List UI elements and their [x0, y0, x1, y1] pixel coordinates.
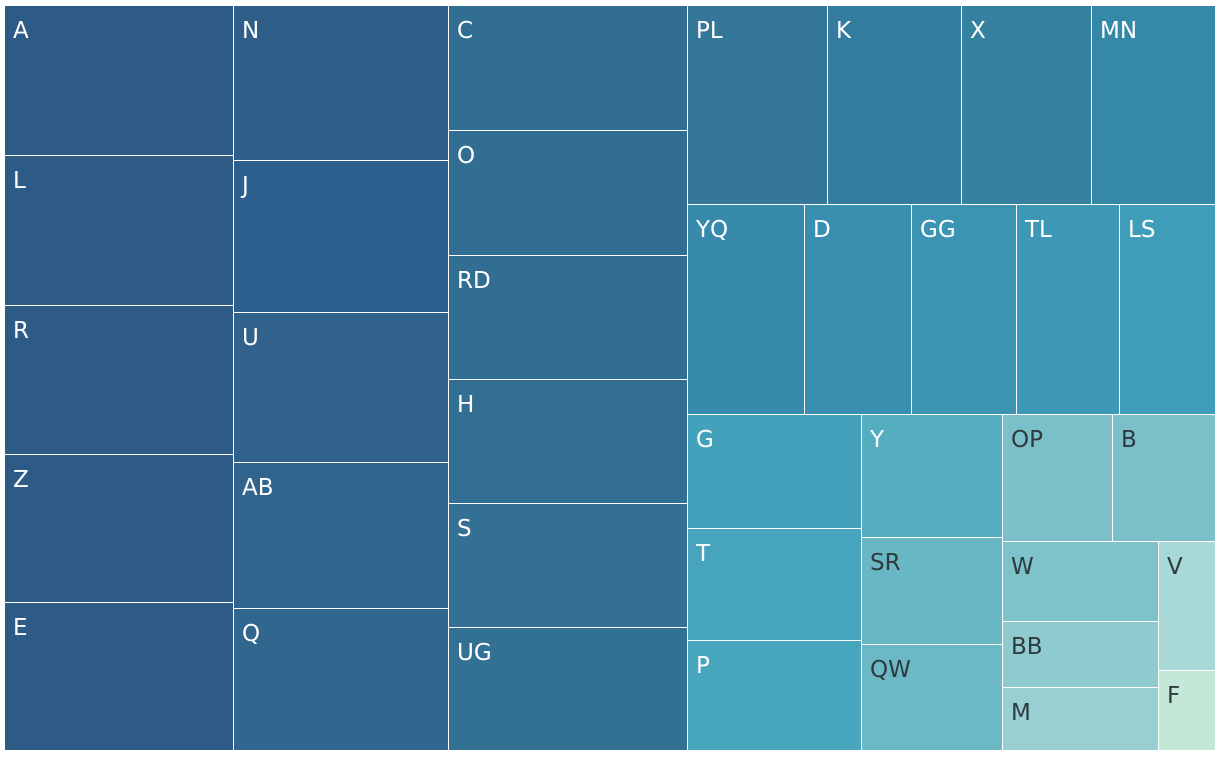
treemap-tile-s[interactable]: S [449, 504, 688, 628]
treemap-tile-q[interactable]: Q [234, 609, 449, 751]
treemap-tile-label: L [13, 168, 26, 194]
treemap-tile-label: YQ [696, 217, 729, 243]
treemap-tile-label: M [1011, 700, 1031, 726]
treemap-tile-label: W [1011, 554, 1034, 580]
treemap-tile-label: BB [1011, 634, 1043, 660]
treemap-tile-label: MN [1100, 18, 1138, 44]
treemap-tile-d[interactable]: D [805, 205, 912, 415]
treemap-tile-w[interactable]: W [1003, 542, 1159, 622]
treemap-tile-label: D [813, 217, 831, 243]
treemap-tile-label: QW [870, 657, 911, 683]
treemap-tile-label: J [242, 173, 249, 199]
treemap-tile-p[interactable]: P [688, 641, 862, 751]
treemap-tile-yq[interactable]: YQ [688, 205, 805, 415]
treemap-tile-pl[interactable]: PL [688, 6, 828, 205]
treemap-tile-label: N [242, 18, 260, 44]
treemap-tile-bb[interactable]: BB [1003, 622, 1159, 688]
treemap-tile-label: Y [870, 427, 885, 453]
treemap-tile-f[interactable]: F [1159, 671, 1216, 751]
treemap-tile-label: E [13, 615, 28, 641]
treemap-tile-label: AB [242, 475, 274, 501]
treemap-tile-label: B [1121, 427, 1137, 453]
treemap-tile-ab[interactable]: AB [234, 463, 449, 609]
treemap-tile-label: G [696, 427, 714, 453]
treemap-tile-label: V [1167, 554, 1183, 580]
treemap-tile-op[interactable]: OP [1003, 415, 1113, 542]
treemap-tile-label: UG [457, 640, 492, 666]
treemap-tile-o[interactable]: O [449, 131, 688, 256]
treemap-tile-label: P [696, 653, 710, 679]
treemap-tile-label: OP [1011, 427, 1043, 453]
treemap-tile-label: C [457, 18, 474, 44]
treemap-tile-v[interactable]: V [1159, 542, 1216, 671]
treemap-tile-label: K [836, 18, 852, 44]
treemap-tile-r[interactable]: R [5, 306, 234, 455]
treemap-tile-label: X [970, 18, 986, 44]
treemap-tile-label: U [242, 325, 259, 351]
treemap-tile-h[interactable]: H [449, 380, 688, 504]
treemap-tile-label: RD [457, 268, 491, 294]
treemap-tile-label: A [13, 18, 29, 44]
treemap-tile-label: O [457, 143, 476, 169]
treemap-tile-e[interactable]: E [5, 603, 234, 751]
treemap-tile-label: TL [1025, 217, 1052, 243]
treemap-tile-label: LS [1128, 217, 1156, 243]
treemap-tile-x[interactable]: X [962, 6, 1092, 205]
treemap-tile-gg[interactable]: GG [912, 205, 1017, 415]
treemap-tile-label: R [13, 318, 29, 344]
treemap-tile-u[interactable]: U [234, 313, 449, 463]
treemap-tile-qw[interactable]: QW [862, 645, 1003, 751]
treemap-tile-k[interactable]: K [828, 6, 962, 205]
treemap-tile-b[interactable]: B [1113, 415, 1216, 542]
treemap-tile-sr[interactable]: SR [862, 538, 1003, 645]
treemap-tile-t[interactable]: T [688, 529, 862, 641]
treemap-tile-n[interactable]: N [234, 6, 449, 161]
treemap-tile-ls[interactable]: LS [1120, 205, 1216, 415]
treemap-tile-g[interactable]: G [688, 415, 862, 529]
treemap-tile-label: Z [13, 467, 29, 493]
treemap-tile-label: F [1167, 683, 1181, 709]
treemap-tile-m[interactable]: M [1003, 688, 1159, 751]
treemap-tile-l[interactable]: L [5, 156, 234, 306]
treemap-tile-z[interactable]: Z [5, 455, 234, 603]
treemap-tile-y[interactable]: Y [862, 415, 1003, 538]
treemap-tile-tl[interactable]: TL [1017, 205, 1120, 415]
treemap-tile-label: H [457, 392, 475, 418]
treemap-tile-ug[interactable]: UG [449, 628, 688, 751]
treemap-tile-label: SR [870, 550, 901, 576]
treemap-tile-label: Q [242, 621, 261, 647]
treemap-tile-label: GG [920, 217, 956, 243]
treemap-tile-a[interactable]: A [5, 6, 234, 156]
treemap-tile-mn[interactable]: MN [1092, 6, 1216, 205]
treemap-tile-c[interactable]: C [449, 6, 688, 131]
treemap-tile-label: S [457, 516, 472, 542]
treemap-tile-label: T [696, 541, 711, 567]
treemap-tile-j[interactable]: J [234, 161, 449, 313]
treemap-tile-label: PL [696, 18, 723, 44]
treemap-tile-rd[interactable]: RD [449, 256, 688, 380]
